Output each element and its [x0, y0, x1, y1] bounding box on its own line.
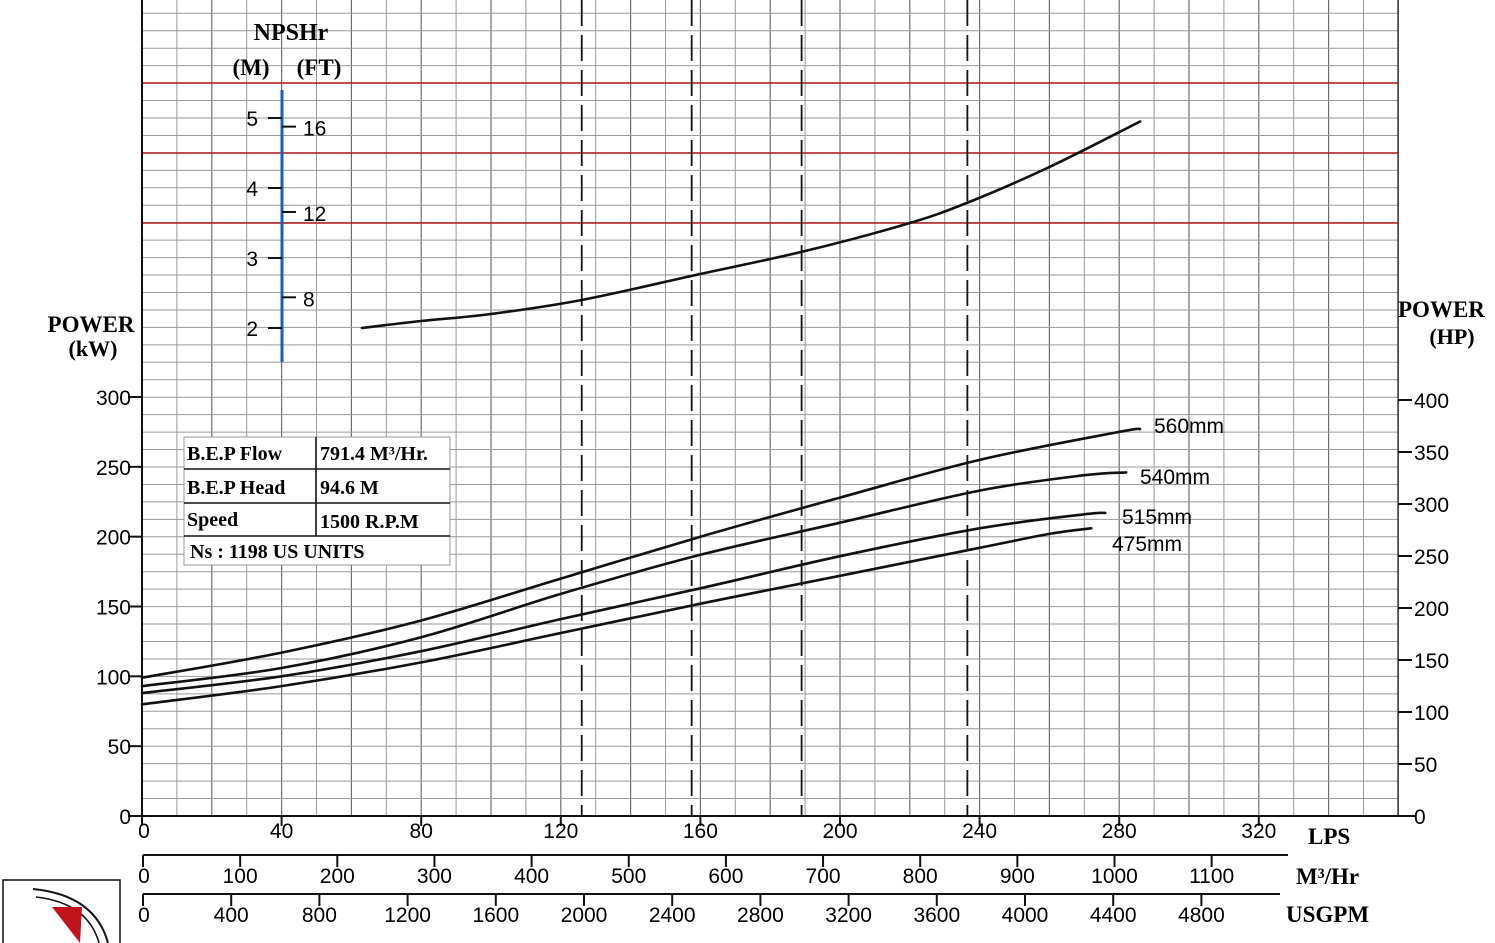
- lps-tick-label: 200: [822, 820, 857, 843]
- usgpm-tick-label: 400: [214, 904, 249, 927]
- usgpm-tick-label: 3600: [913, 904, 960, 927]
- m3hr-axis-title: M³/Hr: [1296, 864, 1359, 889]
- usgpm-tick-label: 4400: [1090, 904, 1137, 927]
- flow-marker-lines: [580, 0, 969, 816]
- lps-tick-label: 40: [270, 820, 293, 843]
- npsh-reference-lines: [142, 82, 1398, 224]
- power-curve-560mm: [140, 427, 1142, 679]
- bep-info-table: B.E.P Flow 791.4 M³/Hr. B.E.P Head 94.6 …: [183, 436, 451, 566]
- lps-axis-title: LPS: [1308, 824, 1350, 849]
- m3hr-tick-label: 800: [903, 865, 938, 888]
- npshr-ft-tick-label: 16: [303, 118, 326, 141]
- series-label-515mm: 515mm: [1122, 506, 1192, 529]
- usgpm-tick-label: 1200: [384, 904, 431, 927]
- power-kw-tick-label: 200: [96, 527, 131, 550]
- power-hp-axis-title: POWER: [1398, 297, 1485, 322]
- power-kw-axis-unit: (kW): [69, 336, 118, 361]
- power-hp-tick-label: 200: [1414, 598, 1449, 621]
- npshr-curve: [360, 120, 1142, 330]
- lps-tick-label: 240: [962, 820, 997, 843]
- lps-tick-label: 0: [138, 820, 150, 843]
- usgpm-axis-title: USGPM: [1286, 902, 1369, 927]
- npshr-m-tick-label: 2: [246, 318, 258, 341]
- m3hr-tick-label: 700: [806, 865, 841, 888]
- speed-label: Speed: [187, 509, 238, 531]
- power-hp-tick-label: 0: [1414, 806, 1426, 829]
- specific-speed-note: Ns : 1198 US UNITS: [190, 541, 364, 563]
- bep-head-value: 94.6 M: [320, 477, 379, 499]
- m3hr-tick-label: 1100: [1189, 865, 1234, 888]
- power-kw-tick-label: 100: [96, 666, 131, 689]
- m3hr-tick-label: 600: [708, 865, 743, 888]
- series-label-475mm: 475mm: [1112, 533, 1182, 556]
- usgpm-tick-label: 2400: [649, 904, 696, 927]
- power-hp-tick-label: 50: [1414, 754, 1437, 777]
- power-hp-tick-label: 400: [1414, 390, 1449, 413]
- series-label-540mm: 540mm: [1140, 466, 1210, 489]
- power-hp-tick-label: 300: [1414, 494, 1449, 517]
- power-kw-tick-label: 150: [96, 597, 131, 620]
- npshr-m-tick-label: 3: [246, 248, 258, 271]
- npshr-ft-tick-label: 8: [303, 288, 315, 311]
- usgpm-tick-label: 1600: [472, 904, 519, 927]
- power-hp-axis-unit: (HP): [1429, 324, 1474, 349]
- power-curves: 560mm 540mm 515mm 475mm: [140, 120, 1224, 706]
- usgpm-tick-label: 2000: [561, 904, 608, 927]
- speed-value: 1500 R.P.M: [320, 511, 419, 533]
- npshr-ft-tick-label: 12: [303, 203, 326, 226]
- npshr-title: NPSHr: [254, 20, 329, 46]
- chart-grid: [141, 0, 1400, 817]
- npshr-scale: 2 3 4 5 8 12 16: [246, 90, 326, 362]
- usgpm-tick-label: 3200: [825, 904, 872, 927]
- power-kw-tick-label: 50: [108, 736, 131, 759]
- power-hp-tick-label: 350: [1414, 442, 1449, 465]
- lps-tick-label: 160: [683, 820, 718, 843]
- usgpm-tick-label: 2800: [737, 904, 784, 927]
- power-kw-axis-title: POWER: [48, 312, 135, 337]
- m3hr-tick-label: 1000: [1091, 865, 1138, 888]
- power-hp-tick-label: 250: [1414, 546, 1449, 569]
- npshr-unit-ft: (FT): [297, 55, 342, 80]
- lps-tick-label: 320: [1241, 820, 1276, 843]
- npshr-m-tick-label: 5: [246, 108, 258, 131]
- power-curve-515mm: [140, 511, 1107, 695]
- bep-flow-label: B.E.P Flow: [187, 443, 283, 465]
- usgpm-tick-label: 4800: [1178, 904, 1225, 927]
- m3hr-tick-label: 0: [138, 865, 150, 888]
- m3hr-tick-label: 100: [223, 865, 258, 888]
- power-curve-540mm: [140, 471, 1128, 688]
- lps-tick-label: 80: [410, 820, 433, 843]
- m3hr-tick-label: 200: [320, 865, 355, 888]
- m3hr-tick-label: 300: [417, 865, 452, 888]
- series-label-560mm: 560mm: [1154, 415, 1224, 438]
- usgpm-tick-label: 4000: [1002, 904, 1049, 927]
- npshr-m-tick-label: 4: [246, 178, 258, 201]
- usgpm-tick-label: 800: [302, 904, 337, 927]
- bep-flow-value: 791.4 M³/Hr.: [320, 443, 428, 465]
- power-kw-tick-label: 300: [96, 387, 131, 410]
- chart-axes: 0501001502002503000501001502002503003504…: [96, 0, 1449, 927]
- lps-tick-label: 280: [1102, 820, 1137, 843]
- m3hr-tick-label: 400: [514, 865, 549, 888]
- power-kw-tick-label: 0: [119, 806, 131, 829]
- lps-tick-label: 120: [543, 820, 578, 843]
- m3hr-tick-label: 500: [611, 865, 646, 888]
- npshr-unit-m: (M): [232, 55, 269, 80]
- power-kw-tick-label: 250: [96, 457, 131, 480]
- bep-head-label: B.E.P Head: [187, 477, 285, 499]
- m3hr-tick-label: 900: [1000, 865, 1035, 888]
- power-hp-tick-label: 100: [1414, 702, 1449, 725]
- power-curve-475mm: [140, 527, 1093, 706]
- usgpm-tick-label: 0: [138, 904, 150, 927]
- manufacturer-logo: [2, 879, 121, 943]
- power-hp-tick-label: 150: [1414, 650, 1449, 673]
